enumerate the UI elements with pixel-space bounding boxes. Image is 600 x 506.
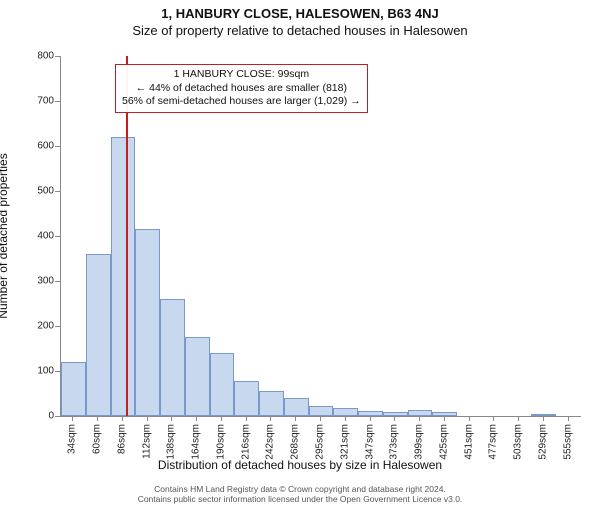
x-tick-label: 529sqm xyxy=(537,424,548,460)
x-tick-mark xyxy=(370,416,371,421)
x-tick-label: 399sqm xyxy=(414,424,425,460)
y-tick-label: 600 xyxy=(37,141,54,152)
x-tick-mark xyxy=(568,416,569,421)
y-tick-label: 800 xyxy=(37,51,54,62)
x-tick-mark xyxy=(419,416,420,421)
footer-line-2: Contains public sector information licen… xyxy=(0,494,600,504)
annotation-line-1: 1 HANBURY CLOSE: 99sqm xyxy=(122,68,361,82)
x-tick-mark xyxy=(122,416,123,421)
x-axis-label: Distribution of detached houses by size … xyxy=(0,458,600,472)
x-tick-mark xyxy=(72,416,73,421)
x-tick-label: 347sqm xyxy=(364,424,375,460)
x-tick-label: 477sqm xyxy=(488,424,499,460)
y-tick-mark xyxy=(55,281,60,282)
y-tick-label: 700 xyxy=(37,96,54,107)
x-tick-label: 321sqm xyxy=(339,424,350,460)
y-tick-label: 500 xyxy=(37,186,54,197)
x-tick-mark xyxy=(320,416,321,421)
x-tick-label: 138sqm xyxy=(166,424,177,460)
histogram-bar xyxy=(185,337,210,416)
y-tick-mark xyxy=(55,416,60,417)
x-tick-mark xyxy=(221,416,222,421)
x-tick-label: 190sqm xyxy=(215,424,226,460)
y-tick-mark xyxy=(55,56,60,57)
y-tick-mark xyxy=(55,191,60,192)
x-tick-mark xyxy=(147,416,148,421)
histogram-bar xyxy=(86,254,111,416)
x-tick-mark xyxy=(270,416,271,421)
annotation-line-2: ← 44% of detached houses are smaller (81… xyxy=(122,82,361,96)
annotation-line-3: 56% of semi-detached houses are larger (… xyxy=(122,95,361,109)
y-tick-label: 300 xyxy=(37,276,54,287)
y-tick-mark xyxy=(55,146,60,147)
histogram-bar xyxy=(259,391,284,416)
x-tick-label: 451sqm xyxy=(463,424,474,460)
y-tick-label: 0 xyxy=(48,411,54,422)
chart-title-address: 1, HANBURY CLOSE, HALESOWEN, B63 4NJ xyxy=(0,6,600,21)
x-tick-mark xyxy=(295,416,296,421)
chart-title-subtitle: Size of property relative to detached ho… xyxy=(0,23,600,38)
histogram-bar xyxy=(531,414,556,416)
histogram-bar xyxy=(210,353,235,416)
x-tick-mark xyxy=(345,416,346,421)
x-tick-mark xyxy=(469,416,470,421)
histogram-bar xyxy=(309,406,334,416)
x-tick-label: 86sqm xyxy=(116,424,127,454)
y-tick-mark xyxy=(55,326,60,327)
x-tick-mark xyxy=(493,416,494,421)
y-tick-label: 200 xyxy=(37,321,54,332)
histogram-bar xyxy=(284,398,309,416)
chart-plot-area: 1 HANBURY CLOSE: 99sqm ← 44% of detached… xyxy=(60,56,580,416)
x-tick-label: 34sqm xyxy=(67,424,78,454)
histogram-bar xyxy=(333,408,358,416)
x-tick-label: 295sqm xyxy=(315,424,326,460)
x-tick-label: 164sqm xyxy=(191,424,202,460)
x-tick-mark xyxy=(543,416,544,421)
x-tick-label: 60sqm xyxy=(92,424,103,454)
y-tick-mark xyxy=(55,236,60,237)
x-tick-mark xyxy=(97,416,98,421)
histogram-bar xyxy=(234,381,259,416)
x-tick-label: 216sqm xyxy=(240,424,251,460)
x-tick-mark xyxy=(518,416,519,421)
histogram-bar xyxy=(135,229,160,416)
x-tick-label: 425sqm xyxy=(438,424,449,460)
histogram-bar xyxy=(160,299,185,416)
x-tick-mark xyxy=(196,416,197,421)
y-tick-mark xyxy=(55,371,60,372)
histogram-bar xyxy=(111,137,136,416)
y-tick-mark xyxy=(55,101,60,102)
x-tick-label: 555sqm xyxy=(562,424,573,460)
y-tick-label: 100 xyxy=(37,366,54,377)
annotation-box: 1 HANBURY CLOSE: 99sqm ← 44% of detached… xyxy=(115,64,368,113)
x-tick-label: 503sqm xyxy=(513,424,524,460)
x-tick-label: 112sqm xyxy=(141,424,152,459)
x-tick-mark xyxy=(394,416,395,421)
histogram-bar xyxy=(61,362,86,416)
x-tick-mark xyxy=(444,416,445,421)
footer-attribution: Contains HM Land Registry data © Crown c… xyxy=(0,484,600,504)
footer-line-1: Contains HM Land Registry data © Crown c… xyxy=(0,484,600,494)
x-tick-mark xyxy=(171,416,172,421)
histogram-bar xyxy=(432,412,457,417)
x-tick-mark xyxy=(246,416,247,421)
histogram-bar xyxy=(358,411,383,416)
x-tick-label: 242sqm xyxy=(265,424,276,460)
x-tick-label: 373sqm xyxy=(389,424,400,460)
y-axis-label: Number of detached properties xyxy=(0,153,10,318)
y-tick-label: 400 xyxy=(37,231,54,242)
x-tick-label: 268sqm xyxy=(290,424,301,460)
